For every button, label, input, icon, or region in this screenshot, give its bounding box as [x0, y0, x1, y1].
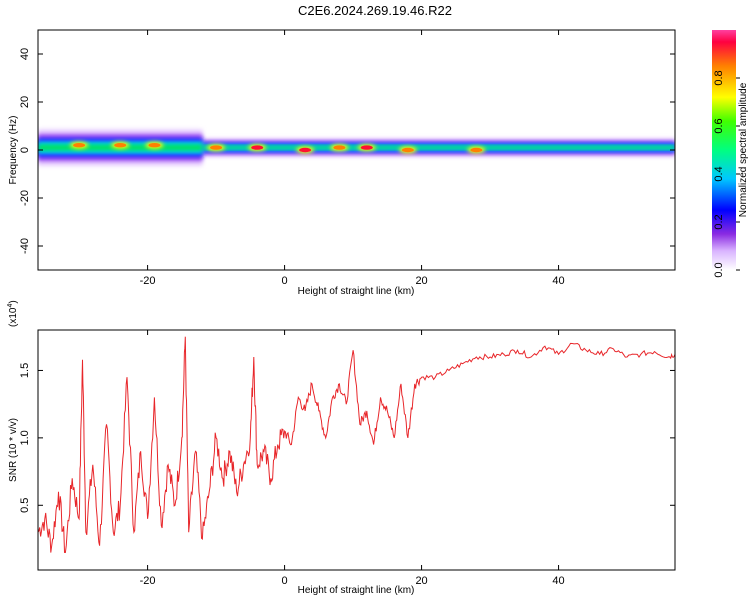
spectrogram-y-tick-label: 20 — [19, 96, 31, 108]
snr-y-tick-label: 1.5 — [19, 363, 31, 378]
spectrogram-x-ticks: -20 0 20 40 — [140, 30, 565, 287]
snr-y-axis-label: SNR (10 * v/v) — [8, 418, 19, 482]
colorbar-gradient — [712, 30, 736, 270]
colorbar-tick-label: 0.0 — [713, 262, 725, 277]
colorbar-tick-label: 0.4 — [713, 166, 725, 181]
spectrogram-x-tick-label: 0 — [282, 275, 288, 287]
snr-x-tick-label: 40 — [552, 575, 564, 587]
snr-frame — [37, 329, 676, 571]
spectrogram-heat-layer — [38, 129, 675, 166]
colorbar-tick-label: 0.8 — [713, 70, 725, 85]
spectrogram-y-tick-label: 40 — [19, 48, 31, 60]
spectrogram-peak — [401, 147, 414, 153]
snr-x-axis-label: Height of straight line (km) — [298, 585, 415, 596]
spectrogram-x-tick-label: 40 — [552, 275, 564, 287]
spectrogram-peak — [114, 143, 127, 148]
spectrogram-peak — [470, 147, 483, 153]
snr-x-tick-label: -20 — [140, 575, 156, 587]
colorbar-label: Normalized spectral amplitude — [738, 82, 749, 217]
spectrogram-x-tick-label: -20 — [140, 275, 156, 287]
spectrogram-y-tick-label: -20 — [19, 190, 31, 206]
spectrogram-peak — [210, 145, 223, 150]
snr-x-tick-label: 20 — [415, 575, 427, 587]
snr-y-ticks: 0.5 1.0 1.5 — [19, 363, 675, 513]
snr-multiplier-label: (x104) — [7, 300, 19, 327]
spectrogram-peak — [333, 145, 346, 150]
spectrogram-band-layer — [202, 145, 675, 150]
spectrogram-peak — [360, 145, 373, 150]
colorbar-tick-label: 0.2 — [713, 214, 725, 229]
snr-x-tick-label: 0 — [282, 575, 288, 587]
spectrogram-peak — [251, 145, 264, 150]
spectrogram-y-ticks: -40 -20 0 20 40 — [19, 48, 675, 254]
spectrogram-x-axis-label: Height of straight line (km) — [298, 286, 415, 297]
spectrogram-peak — [299, 147, 312, 153]
spectrogram-peak — [148, 143, 161, 148]
spectrogram-x-tick-label: 20 — [415, 275, 427, 287]
spectrogram-chart: -20 0 20 40 -40 -20 0 20 40 Height of straight … — [8, 29, 676, 297]
snr-plot-area — [38, 330, 675, 570]
colorbar-tick-label: 0.6 — [713, 118, 725, 133]
snr-series-line — [38, 336, 675, 554]
spectrogram-peak — [73, 143, 86, 148]
spectrogram-y-tick-label: -40 — [19, 238, 31, 254]
colorbar: 0.0 0.2 0.4 0.6 0.8 Normalized spectral ampl… — [712, 30, 749, 278]
snr-y-tick-label: 1.0 — [19, 430, 31, 445]
spectrogram-y-axis-label: Frequency (Hz) — [8, 116, 19, 185]
chart-title: C2E6.2024.269.19.46.R22 — [298, 3, 452, 18]
spectrogram-y-tick-label: 0 — [19, 147, 31, 153]
snr-chart: -20 0 20 40 0.5 1.0 1.5 Height of straight li… — [7, 300, 676, 596]
snr-x-ticks: -20 0 20 40 — [140, 330, 565, 587]
colorbar-ticks: 0.0 0.2 0.4 0.6 0.8 — [713, 70, 740, 278]
snr-y-tick-label: 0.5 — [19, 498, 31, 513]
